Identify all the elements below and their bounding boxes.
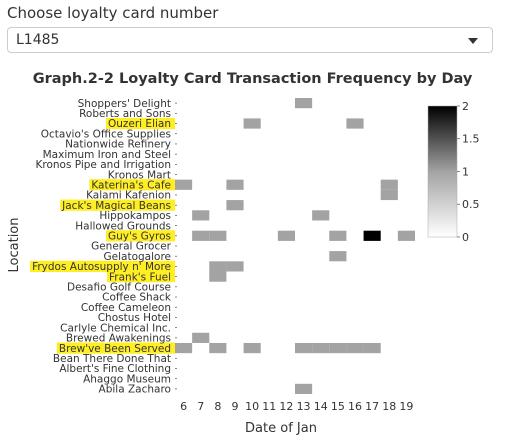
colorbar-tick-label: 2 xyxy=(462,100,469,113)
y-tick-label: Octavio's Office Supplies xyxy=(41,128,171,140)
heatmap-cell xyxy=(277,230,295,241)
y-tick-label: Coffee Cameleon xyxy=(81,302,171,314)
chart-title: Graph.2-2 Loyalty Card Transaction Frequ… xyxy=(32,71,473,87)
highlight-guy-s-gyros xyxy=(105,230,175,242)
y-tick-label: Kalami Kafenion xyxy=(86,190,171,202)
heatmap-cell xyxy=(209,230,227,241)
y-tick-label: Kronos Pipe and Irrigation xyxy=(35,159,171,171)
colorbar-tick-label: 1 xyxy=(462,165,469,178)
heatmap-cell xyxy=(243,342,261,354)
heatmap-cell xyxy=(209,271,227,282)
heatmap-cell xyxy=(209,342,227,354)
x-tick-label: 18 xyxy=(382,400,396,413)
y-tick-label: Jack's Magical Beans xyxy=(61,200,171,212)
heatmap-cell xyxy=(329,251,347,262)
chevron-down-icon[interactable] xyxy=(468,38,478,44)
heatmap-cell xyxy=(312,342,330,354)
y-tick-label: Chostus Hotel xyxy=(98,312,171,324)
heatmap-cell xyxy=(192,230,210,241)
x-tick-label: 6 xyxy=(180,400,187,413)
heatmap-cell xyxy=(175,179,193,190)
selected-card-value: L1485 xyxy=(16,32,60,48)
heatmap-cell xyxy=(329,342,347,354)
highlight-frank-s-fuel xyxy=(107,271,175,283)
y-tick-label: Ahaggo Museum xyxy=(83,373,171,385)
y-tick-label: Hippokampos xyxy=(99,210,171,222)
x-tick-label: 10 xyxy=(245,400,259,413)
heatmap-cell xyxy=(175,342,193,354)
highlight-frydos-autosupply-n-more xyxy=(30,260,175,273)
y-tick-label: Coffee Shack xyxy=(102,292,172,304)
x-tick-label: 19 xyxy=(399,400,413,413)
loyalty-card-select[interactable]: L1485 xyxy=(7,27,493,53)
heatmap-cell xyxy=(329,230,347,241)
colorbar-tick-label: 0 xyxy=(462,231,469,244)
x-tick-label: 7 xyxy=(197,400,204,413)
x-tick-label: 15 xyxy=(331,400,345,413)
heatmap-cell xyxy=(397,230,415,241)
highlight-brew-ve-been-served xyxy=(56,342,175,354)
x-tick-label: 9 xyxy=(232,400,239,413)
highlight-jack-s-magical-beans xyxy=(60,199,175,211)
y-tick-label: Gelatogalore xyxy=(104,251,171,263)
y-tick-label: Maximum Iron and Steel xyxy=(43,149,171,161)
heatmap-cell xyxy=(226,200,244,211)
y-tick-label: Desafio Golf Course xyxy=(67,282,171,294)
y-tick-label: Frank's Fuel xyxy=(109,271,171,283)
colorbar xyxy=(427,105,458,238)
heatmap-cell xyxy=(312,210,330,221)
heatmap-cell xyxy=(380,179,398,190)
heatmap-cell xyxy=(295,383,313,394)
highlight-katerina-s-cafe xyxy=(89,179,175,191)
highlight-ouzeri-elian xyxy=(105,117,175,130)
y-tick-label: Albert's Fine Clothing xyxy=(59,363,171,375)
y-tick-label: Ouzeri Elian xyxy=(108,118,171,130)
heatmap-cell xyxy=(363,342,381,354)
heatmap-cell xyxy=(209,261,227,272)
y-tick-label: Abila Zacharo xyxy=(99,384,171,396)
y-axis-label: Location xyxy=(7,218,22,273)
heatmap-cell xyxy=(192,332,210,343)
y-tick-label: Kronos Mart xyxy=(108,169,171,181)
x-tick-label: 11 xyxy=(262,400,276,413)
heatmap-cell xyxy=(346,342,364,354)
heatmap-cell xyxy=(363,230,381,241)
x-axis-label: Date of Jan xyxy=(245,421,317,436)
heatmap-cell xyxy=(192,210,210,221)
select-label: Choose loyalty card number xyxy=(7,4,219,22)
y-tick-label: Shoppers' Delight xyxy=(78,98,171,110)
y-tick-label: Nationwide Refinery xyxy=(65,139,171,151)
y-tick-label: Bean There Done That xyxy=(53,353,171,365)
heatmap-cell xyxy=(295,342,313,354)
y-tick-label: General Grocer xyxy=(91,241,172,253)
y-tick-label: Frydos Autosupply n' More xyxy=(32,261,171,273)
y-tick-label: Brew've Been Served xyxy=(59,343,171,355)
x-tick-label: 16 xyxy=(348,400,362,413)
y-tick-label: Katerina's Cafe xyxy=(91,179,171,191)
y-tick-label: Hallowed Grounds xyxy=(75,220,171,232)
y-tick-label: Roberts and Sons xyxy=(79,108,171,120)
heatmap-cell xyxy=(295,98,313,109)
y-tick-label: Brewed Awakenings xyxy=(66,333,171,345)
x-tick-label: 8 xyxy=(214,400,221,413)
heatmap-cell xyxy=(226,261,244,272)
heatmap-cell xyxy=(243,118,261,129)
y-tick-label: Guy's Gyros xyxy=(108,230,171,242)
heatmap-cell xyxy=(226,179,244,190)
heatmap-cell xyxy=(346,118,364,129)
colorbar-tick-label: 0.5 xyxy=(462,198,480,211)
x-tick-label: 13 xyxy=(297,400,311,413)
x-tick-label: 17 xyxy=(365,400,379,413)
colorbar-tick-label: 1.5 xyxy=(462,133,480,146)
x-tick-label: 14 xyxy=(314,400,328,413)
x-tick-label: 12 xyxy=(279,400,293,413)
heatmap-cell xyxy=(380,189,398,201)
y-tick-label: Carlyle Chemical Inc. xyxy=(60,322,171,334)
